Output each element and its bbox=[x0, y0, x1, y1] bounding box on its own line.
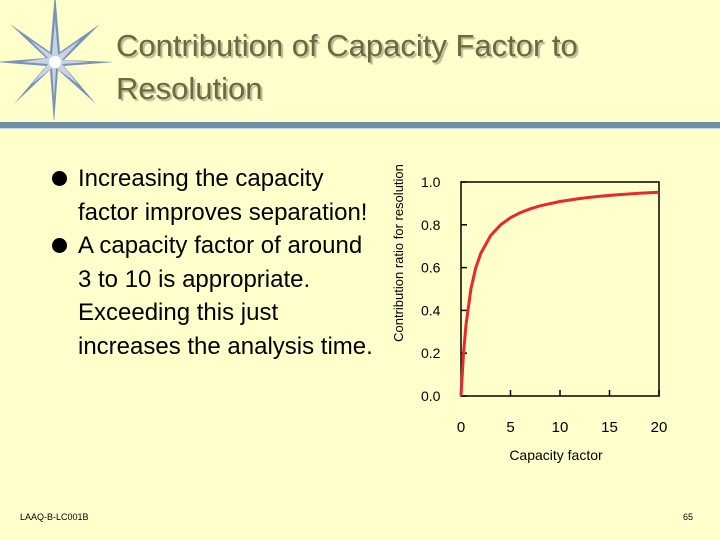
title-divider bbox=[0, 122, 720, 128]
x-tick-label: 15 bbox=[601, 419, 618, 436]
y-tick-label: 0.0 bbox=[421, 388, 441, 404]
x-tick-label: 10 bbox=[552, 419, 569, 436]
plot-area: 0.0 0.2 0.4 0.6 0.8 1.0 0 5 10 15 20 bbox=[421, 174, 667, 436]
bullet-item: A capacity factor of around 3 to 10 is a… bbox=[50, 229, 380, 363]
bullet-text: A capacity factor of around 3 to 10 is a… bbox=[78, 232, 373, 360]
y-tick-label: 0.2 bbox=[421, 345, 441, 361]
footer-code: LAAQ-B-LC001B bbox=[20, 512, 89, 522]
bullet-item: Increasing the capacity factor improves … bbox=[50, 162, 380, 229]
y-tick-label: 1.0 bbox=[421, 174, 441, 190]
bullet-text: Increasing the capacity factor improves … bbox=[78, 165, 368, 226]
y-tick-label: 0.6 bbox=[421, 260, 441, 276]
bullet-dot-icon bbox=[52, 238, 67, 253]
bullet-dot-icon bbox=[52, 171, 67, 186]
bullet-list: Increasing the capacity factor improves … bbox=[50, 162, 380, 363]
y-tick-label: 0.8 bbox=[421, 217, 441, 233]
slide-title: Contribution of Capacity Factor to Resol… bbox=[116, 28, 578, 106]
page-number: 65 bbox=[683, 512, 694, 522]
resolution-curve bbox=[459, 190, 660, 397]
x-tick-label: 0 bbox=[457, 419, 465, 436]
y-axis-title: Contribution ratio for resolution bbox=[391, 164, 406, 342]
y-tick-label: 0.4 bbox=[421, 302, 441, 318]
x-tick-label: 20 bbox=[651, 419, 668, 436]
capacity-factor-chart: 0.0 0.2 0.4 0.6 0.8 1.0 0 5 10 15 20 Contribution … bbox=[391, 164, 667, 463]
x-axis-title: Capacity factor bbox=[509, 447, 603, 463]
plot-frame bbox=[460, 181, 660, 397]
x-tick-label: 5 bbox=[506, 419, 514, 436]
star-logo-icon bbox=[0, 0, 112, 120]
title-divider-highlight bbox=[0, 128, 720, 129]
